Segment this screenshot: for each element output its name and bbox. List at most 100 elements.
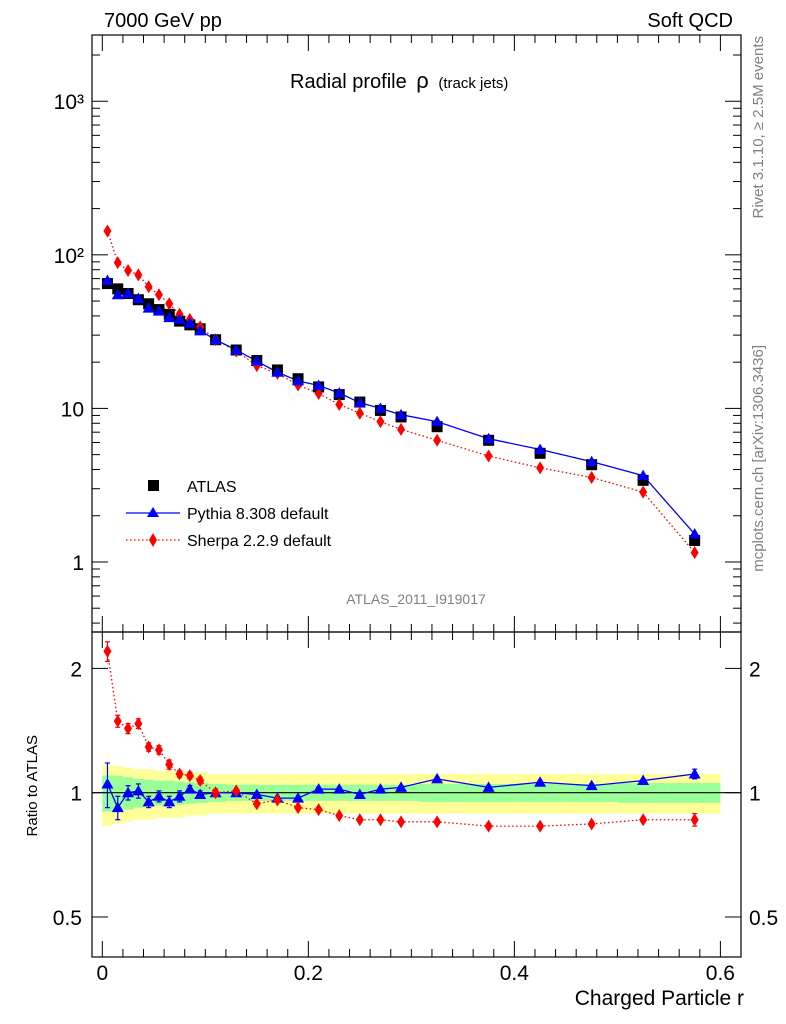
main-point-diamond — [639, 485, 648, 499]
ratio-point-triangle — [482, 781, 495, 792]
ratio-y-tick-label-right: 1 — [749, 783, 761, 806]
ratio-point-diamond — [134, 717, 143, 731]
main-point-diamond — [314, 387, 323, 401]
ratio-point-triangle — [374, 783, 387, 794]
ratio-point-triangle — [132, 784, 145, 796]
ratio-point-diamond — [587, 817, 596, 831]
main-point-triangle — [312, 379, 325, 390]
ratio-point-diamond — [376, 813, 385, 827]
x-tick-label: 0 — [96, 962, 108, 985]
green-band-bin — [112, 775, 123, 812]
legend-label-sherpa: Sherpa 2.2.9 default — [187, 533, 332, 550]
main-point-triangle — [111, 288, 124, 300]
legend-marker-pythia — [147, 507, 159, 517]
main-point-triangle — [173, 313, 186, 324]
ratio-point-diamond — [113, 714, 122, 728]
ratio-point-diamond — [252, 797, 261, 811]
ratio-point-triangle — [637, 774, 650, 786]
main-point-triangle — [132, 292, 145, 303]
x-axis-label: Charged Particle r — [575, 987, 744, 1010]
main-point-triangle — [142, 302, 155, 313]
ratio-point-triangle — [333, 783, 346, 794]
main-point-square — [689, 534, 701, 546]
main-point-triangle — [122, 287, 135, 298]
main-point-triangle — [194, 324, 207, 336]
ratio-point-triangle — [152, 790, 165, 801]
ratio-point-diamond — [639, 813, 648, 827]
main-point-triangle — [271, 366, 284, 377]
ratio-point-triangle — [122, 786, 135, 798]
main-title: Radial profile ρ (track jets) — [290, 68, 508, 93]
ratio-point-diamond — [196, 774, 205, 788]
main-point-triangle — [431, 415, 444, 427]
main-point-triangle — [292, 374, 305, 386]
ratio-point-diamond — [484, 819, 493, 833]
main-point-diamond — [397, 422, 406, 436]
main-y-tick-label: 10² — [54, 245, 84, 268]
legend-marker-atlas — [148, 480, 159, 491]
ratio-point-diamond — [154, 743, 163, 757]
ratio-point-diamond — [294, 801, 303, 815]
ratio-point-triangle — [101, 777, 114, 789]
ratio-point-triangle — [585, 779, 598, 791]
main-point-diamond — [165, 297, 174, 311]
ratio-point-diamond — [232, 784, 241, 798]
rivet-note: Rivet 3.1.10, ≥ 2.5M events — [750, 36, 767, 219]
ratio-point-diamond — [124, 722, 133, 736]
ratio-point-diamond — [103, 644, 112, 658]
main-point-diamond — [536, 461, 545, 475]
main-y-tick-label: 1 — [72, 552, 84, 575]
ratio-ylabel: Ratio to ATLAS — [24, 735, 41, 836]
ratio-point-diamond — [211, 786, 220, 800]
main-point-triangle — [209, 333, 222, 345]
main-y-tick-label: 10 — [61, 398, 84, 421]
main-point-triangle — [374, 402, 387, 413]
x-tick-label: 0.6 — [706, 962, 735, 985]
ratio-series-layer — [101, 641, 701, 833]
ratio-axes: 2 2 1 1 0.5 0.5 0 0.2 0.4 0.6 — [53, 632, 778, 985]
ratio-point-diamond — [144, 740, 153, 754]
ratio-point-triangle — [395, 781, 408, 792]
ratio-plot-panel: 2 2 1 1 0.5 0.5 0 0.2 0.4 0.6 Ratio to ATLAS Char… — [24, 631, 778, 1010]
ratio-point-triangle — [173, 790, 186, 801]
ratio-point-triangle — [250, 788, 263, 799]
main-point-triangle — [395, 408, 408, 420]
main-point-diamond — [335, 398, 344, 412]
main-series-layer — [101, 224, 701, 560]
main-point-diamond — [144, 280, 153, 294]
main-point-triangle — [230, 344, 243, 355]
legend-label-pythia: Pythia 8.308 default — [187, 506, 329, 523]
main-point-diamond — [103, 224, 112, 238]
main-point-triangle — [152, 305, 165, 316]
ratio-point-triangle — [194, 788, 207, 799]
ratio-point-diamond — [536, 819, 545, 833]
ratio-point-triangle — [292, 792, 305, 803]
main-point-triangle — [183, 316, 196, 328]
ratio-y-tick-label: 1 — [70, 783, 82, 806]
main-point-triangle — [333, 386, 346, 398]
ratio-point-diamond — [433, 815, 442, 829]
main-point-triangle — [688, 528, 701, 539]
x-tick-label: 0.4 — [500, 962, 530, 985]
x-tick-label: 0.2 — [294, 962, 323, 985]
main-point-square — [637, 474, 649, 486]
ratio-point-triangle — [534, 776, 547, 787]
mcplots-note: mcplots.cern.ch [arXiv:1306.3436] — [750, 345, 767, 572]
main-point-triangle — [534, 443, 547, 455]
ratio-point-triangle — [183, 783, 196, 794]
main-line-diamond — [106, 230, 696, 554]
main-title-text: Radial profile — [290, 71, 407, 93]
main-point-square — [431, 421, 443, 433]
ratio-y-tick-label: 2 — [70, 658, 82, 681]
ratio-point-triangle — [142, 795, 155, 807]
ratio-point-diamond — [273, 793, 282, 807]
main-point-diamond — [355, 406, 364, 420]
main-point-diamond — [376, 415, 385, 429]
legend: ATLAS Pythia 8.308 default Sherpa 2.2.9 … — [126, 479, 332, 550]
main-title-symbol: ρ — [416, 68, 429, 93]
main-point-triangle — [101, 274, 114, 286]
ratio-point-diamond — [690, 813, 699, 827]
main-point-triangle — [585, 455, 598, 467]
